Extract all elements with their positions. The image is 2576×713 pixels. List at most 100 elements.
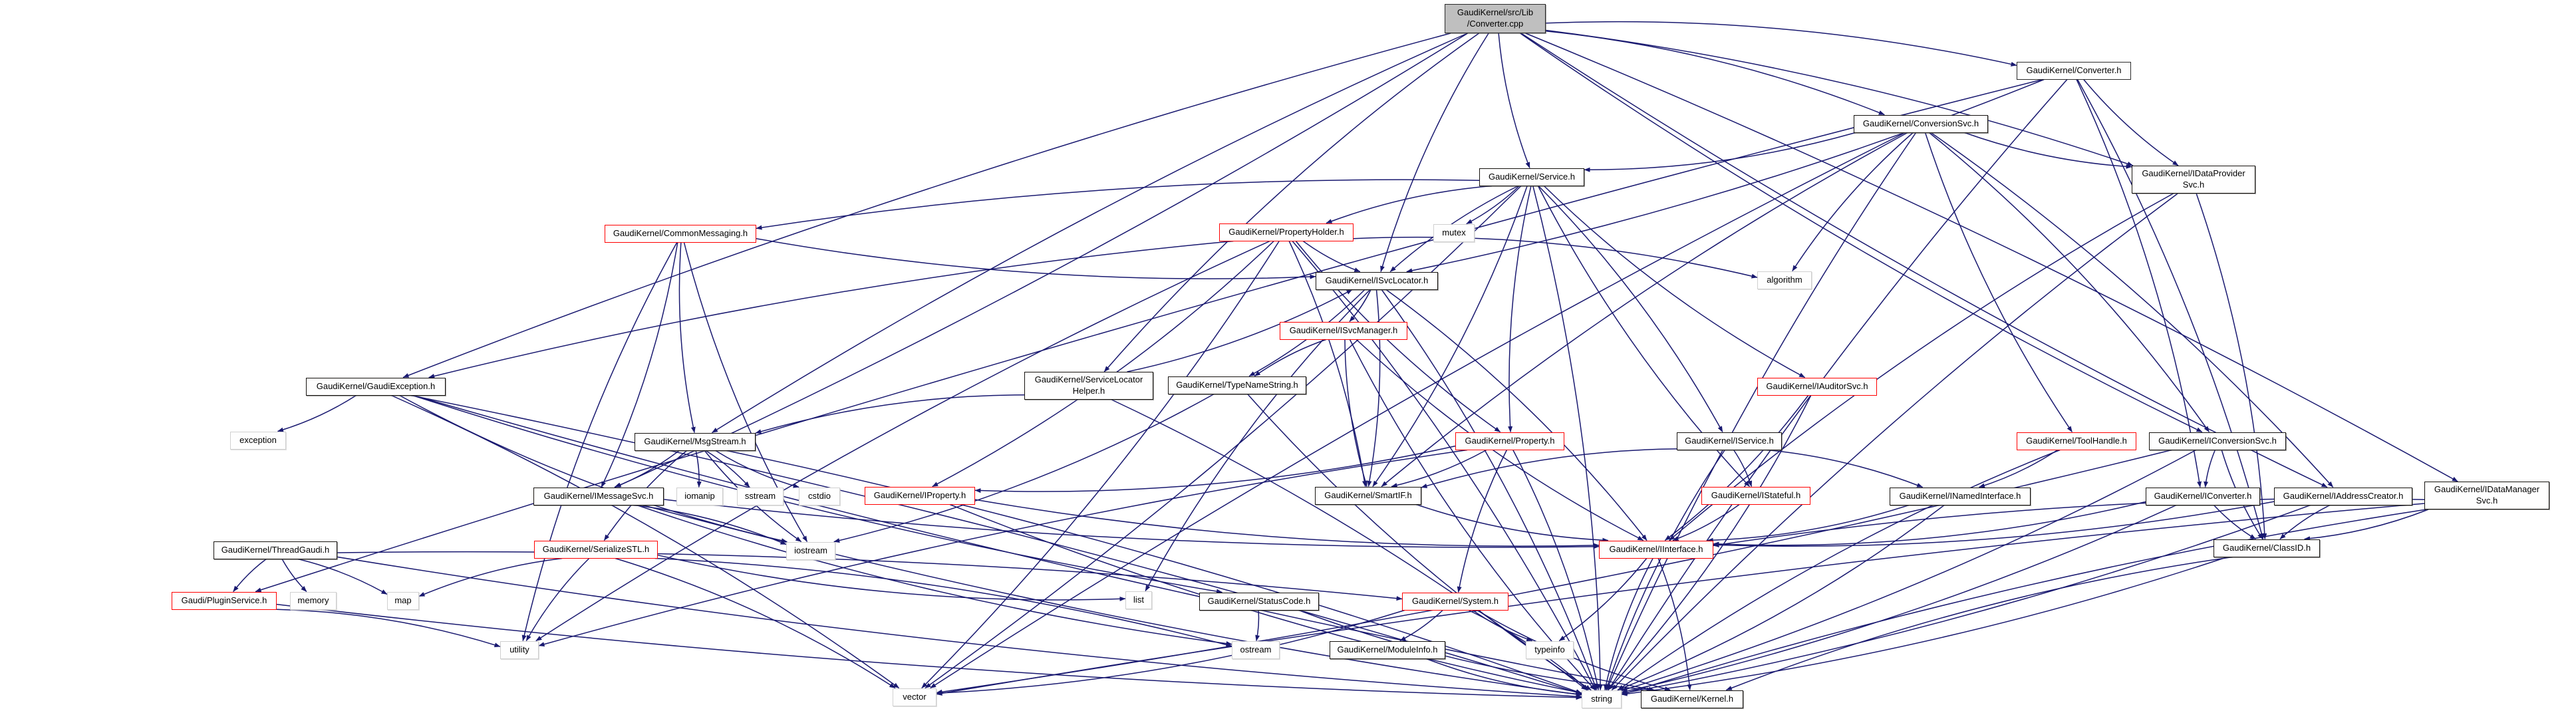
include-edge-toolhandle_h-to-string: [1618, 449, 2061, 691]
include-edge-system_h-to-typeinfo: [1472, 609, 1533, 642]
graph-node-cstdio[interactable]: cstdio: [799, 487, 840, 505]
include-edge-converter_cpp-to-idatamanagersvc_h: [1525, 33, 2458, 482]
include-edge-serializestl_h-to-map: [418, 557, 563, 597]
graph-node-iomanip[interactable]: iomanip: [676, 487, 723, 505]
include-edge-service_h-to-iauditorsvc_h: [1543, 185, 1806, 378]
graph-node-iauditorsvc-h[interactable]: GaudiKernel/IAuditorSvc.h: [1757, 377, 1877, 396]
graph-node-iconversionsvc-h[interactable]: GaudiKernel/IConversionSvc.h: [2149, 432, 2286, 450]
include-edge-property_h-to-system_h: [1457, 450, 1508, 593]
include-edge-conversionsvc_h-to-idataprovidersvc_h: [1964, 132, 2132, 169]
include-edge-converter_h-to-iconverter_h: [2076, 79, 2202, 488]
include-edge-typenamestring_h-to-iostream: [833, 393, 1215, 543]
include-edge-gaudiexception_h-to-exception: [277, 394, 357, 432]
include-edge-conversionsvc_h-to-vector: [930, 132, 1906, 689]
include-edge-servicelocatorhelper_h-to-msgstream_h: [755, 394, 1025, 434]
include-edge-system_h-to-vector: [936, 609, 1405, 696]
graph-node-vector[interactable]: vector: [893, 688, 936, 706]
graph-node-msgstream-h[interactable]: GaudiKernel/MsgStream.h: [635, 432, 756, 451]
graph-node-converter-cpp[interactable]: GaudiKernel/src/Lib /Converter.cpp: [1445, 4, 1546, 33]
include-edge-service_h-to-property_h: [1508, 186, 1532, 432]
include-edge-servicelocatorhelper_h-to-string: [1111, 399, 1588, 691]
graph-node-gaudiexception-h[interactable]: GaudiKernel/GaudiException.h: [306, 377, 446, 396]
include-edge-servicelocatorhelper_h-to-isvclocator_h: [1127, 289, 1353, 372]
include-edge-idatamanagersvc_h-to-vector: [936, 503, 2425, 696]
include-edge-msgstream_h-to-string: [726, 450, 1582, 694]
include-edge-service_h-to-vector: [925, 185, 1522, 689]
graph-node-imessagesvc-h[interactable]: GaudiKernel/IMessageSvc.h: [533, 487, 664, 505]
graph-node-servicelocatorhelper-h[interactable]: GaudiKernel/ServiceLocator Helper.h: [1024, 372, 1153, 400]
include-edge-converter_cpp-to-service_h: [1498, 33, 1530, 168]
include-edge-imessagesvc_h-to-ostream: [637, 504, 1232, 646]
include-edge-iinterface_h-to-string: [1604, 558, 1653, 690]
graph-node-system-h[interactable]: GaudiKernel/System.h: [1402, 592, 1508, 611]
graph-node-map[interactable]: map: [387, 591, 419, 610]
include-edge-property_h-to-string: [1512, 450, 1600, 690]
graph-node-service-h[interactable]: GaudiKernel/Service.h: [1479, 168, 1584, 186]
graph-node-kernel-h[interactable]: GaudiKernel/Kernel.h: [1641, 690, 1743, 708]
include-edge-converter_h-to-string: [1608, 79, 2068, 690]
include-edge-iconversionsvc_h-to-iconverter_h: [2204, 450, 2216, 488]
include-edge-iconversionsvc_h-to-string: [1621, 449, 2197, 692]
graph-node-toolhandle-h[interactable]: GaudiKernel/ToolHandle.h: [2017, 432, 2136, 450]
graph-node-iaddresscreator-h[interactable]: GaudiKernel/IAddressCreator.h: [2274, 487, 2412, 505]
graph-node-typenamestring-h[interactable]: GaudiKernel/TypeNameString.h: [1168, 376, 1306, 394]
include-edge-conversionsvc_h-to-iconversionsvc_h: [1929, 132, 2210, 432]
graph-node-iconverter-h[interactable]: GaudiKernel/IConverter.h: [2146, 487, 2260, 505]
include-edge-iservice_h-to-istateful_h: [1733, 450, 1753, 487]
graph-node-pluginservice-h[interactable]: Gaudi/PluginService.h: [172, 591, 277, 610]
graph-node-isvclocator-h[interactable]: GaudiKernel/ISvcLocator.h: [1316, 271, 1438, 290]
graph-node-mutex[interactable]: mutex: [1433, 223, 1475, 242]
graph-node-idatamanagersvc-h[interactable]: GaudiKernel/IDataManager Svc.h: [2424, 482, 2549, 509]
graph-node-iinterface-h[interactable]: GaudiKernel/IInterface.h: [1599, 540, 1713, 559]
graph-node-serializestl-h[interactable]: GaudiKernel/SerializeSTL.h: [534, 540, 658, 559]
graph-node-converter-h[interactable]: GaudiKernel/Converter.h: [2017, 61, 2131, 80]
include-edge-iinterface_h-to-typeinfo: [1558, 558, 1647, 642]
graph-node-commonmessaging-h[interactable]: GaudiKernel/CommonMessaging.h: [605, 224, 756, 243]
include-edge-converter_cpp-to-msgstream_h: [712, 33, 1468, 434]
graph-node-iostream[interactable]: iostream: [786, 541, 835, 560]
graph-node-utility[interactable]: utility: [500, 641, 539, 659]
graph-node-propertyholder-h[interactable]: GaudiKernel/PropertyHolder.h: [1219, 223, 1354, 241]
graph-node-conversionsvc-h[interactable]: GaudiKernel/ConversionSvc.h: [1854, 114, 1988, 133]
include-edge-statuscode_h-to-ostream: [1255, 610, 1260, 641]
include-edge-idataprovidersvc_h-to-iinterface_h: [1669, 193, 2174, 541]
include-edge-propertyholder_h-to-utility: [535, 240, 1270, 642]
graph-node-typeinfo[interactable]: typeinfo: [1526, 641, 1574, 659]
include-edge-serializestl_h-to-utility: [525, 557, 590, 641]
graph-node-moduleinfo-h[interactable]: GaudiKernel/ModuleInfo.h: [1330, 641, 1445, 659]
graph-node-exception[interactable]: exception: [230, 431, 286, 450]
graph-node-istateful-h[interactable]: GaudiKernel/IStateful.h: [1701, 486, 1810, 505]
graph-node-idataprovidersvc-h[interactable]: GaudiKernel/IDataProvider Svc.h: [2132, 166, 2255, 194]
graph-node-memory[interactable]: memory: [290, 591, 337, 610]
graph-node-statuscode-h[interactable]: GaudiKernel/StatusCode.h: [1199, 592, 1319, 611]
include-edge-service_h-to-string: [1532, 186, 1603, 690]
graph-node-property-h[interactable]: GaudiKernel/Property.h: [1455, 432, 1564, 450]
graph-node-algorithm[interactable]: algorithm: [1757, 271, 1812, 289]
include-edge-toolhandle_h-to-inamedinterface_h: [1979, 449, 2058, 488]
include-edge-msgstream_h-to-cstdio: [715, 450, 799, 488]
graph-node-iproperty-h[interactable]: GaudiKernel/IProperty.h: [865, 486, 975, 505]
graph-node-string[interactable]: string: [1582, 690, 1622, 708]
graph-node-iservice-h[interactable]: GaudiKernel/IService.h: [1677, 432, 1782, 450]
include-edge-gaudiexception_h-to-vector: [391, 394, 900, 689]
include-edge-service_h-to-smartif_h: [1372, 186, 1528, 487]
graph-node-threadgaudi-h[interactable]: GaudiKernel/ThreadGaudi.h: [214, 541, 337, 559]
graph-node-list[interactable]: list: [1125, 591, 1152, 609]
include-edge-msgstream_h-to-imessagesvc_h: [614, 450, 680, 488]
include-edge-iaddresscreator_h-to-string: [1621, 504, 2311, 695]
graph-node-inamedinterface-h[interactable]: GaudiKernel/INamedInterface.h: [1890, 487, 2031, 505]
include-edge-converter_cpp-to-isvclocator_h: [1380, 33, 1489, 272]
graph-node-smartif-h[interactable]: GaudiKernel/SmartIF.h: [1315, 486, 1421, 505]
include-edge-converter_cpp-to-servicelocatorhelper_h: [1103, 33, 1480, 372]
include-edge-conversionsvc_h-to-toolhandle_h: [1924, 132, 2073, 432]
graph-node-sstream[interactable]: sstream: [737, 487, 784, 505]
include-edge-propertyholder_h-to-gaudiexception_h: [428, 240, 1234, 378]
graph-node-classid-h[interactable]: GaudiKernel/ClassID.h: [2214, 539, 2320, 557]
graph-node-ostream[interactable]: ostream: [1232, 641, 1280, 659]
graph-node-isvcmanager-h[interactable]: GaudiKernel/ISvcManager.h: [1280, 321, 1407, 340]
include-edge-serializestl_h-to-list: [657, 554, 1126, 601]
include-edge-threadgaudi_h-to-memory: [281, 559, 307, 593]
include-edge-iservice_h-to-smartif_h: [1421, 448, 1677, 488]
